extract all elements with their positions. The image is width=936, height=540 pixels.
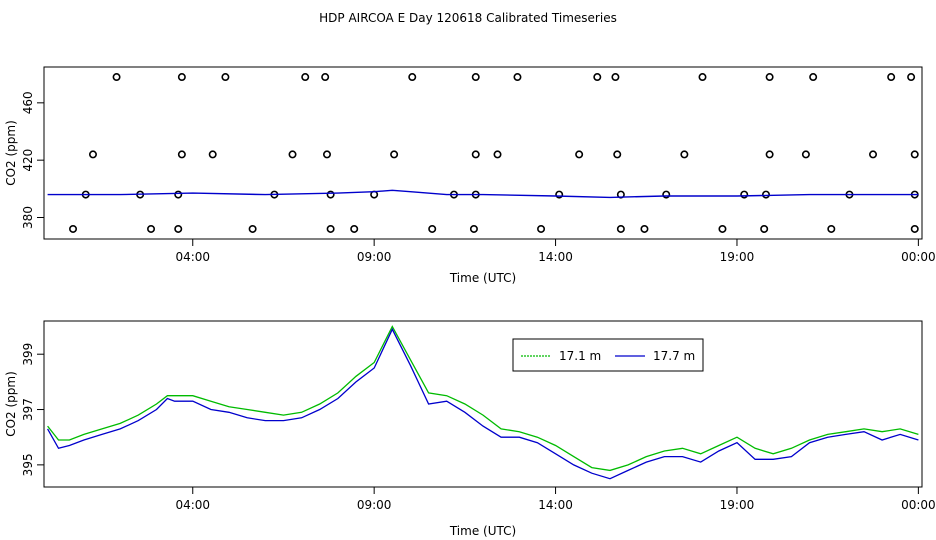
- scatter-point: [174, 224, 183, 233]
- scatter-point: [471, 150, 480, 159]
- series-line-17-1m: [47, 325, 919, 472]
- scatter-point: [869, 150, 878, 159]
- scatter-point: [662, 190, 671, 199]
- scatter-point: [112, 73, 121, 82]
- scatter-point: [408, 73, 417, 82]
- scatter-point: [765, 150, 774, 159]
- legend-box: [512, 338, 704, 372]
- bottom-y-tick-label: 395: [21, 453, 35, 476]
- top-x-tick-label: 04:00: [175, 250, 210, 264]
- scatter-point: [322, 150, 331, 159]
- scatter-point: [288, 150, 297, 159]
- scatter-point: [827, 224, 836, 233]
- bottom-y-tick-label: 397: [21, 398, 35, 421]
- scatter-point: [698, 73, 707, 82]
- scatter-point: [248, 224, 257, 233]
- bottom-x-tick-label: 04:00: [175, 498, 210, 512]
- scatter-point: [740, 190, 749, 199]
- scatter-point: [208, 150, 217, 159]
- top-x-tick-label: 14:00: [538, 250, 573, 264]
- bottom-series-lines: [47, 325, 919, 480]
- co2-mean-line: [47, 189, 919, 199]
- scatter-point: [555, 190, 564, 199]
- scatter-point: [88, 150, 97, 159]
- bottom-x-tick-label: 09:00: [357, 498, 392, 512]
- scatter-point: [718, 224, 727, 233]
- top-y-tick-label: 460: [21, 91, 35, 114]
- bottom-y-axis-label: CO2 (ppm): [4, 371, 18, 437]
- scatter-point: [910, 224, 919, 233]
- scatter-point: [910, 150, 919, 159]
- series-line-17-7m: [47, 327, 919, 480]
- scatter-point: [390, 150, 399, 159]
- scatter-point: [321, 73, 330, 82]
- top-x-axis-label: Time (UTC): [449, 271, 516, 285]
- scatter-point: [761, 190, 770, 199]
- top-x-tick-label: 09:00: [357, 250, 392, 264]
- legend-label-17-1m: 17.1 m: [559, 349, 601, 363]
- bottom-y-tick-label: 399: [21, 343, 35, 366]
- top-mean-line: [47, 189, 919, 199]
- top-x-axis: 04:00 09:00 14:00 19:00 00:00: [175, 238, 936, 264]
- top-y-tick-label: 380: [21, 206, 35, 229]
- scatter-point: [680, 150, 689, 159]
- scatter-point: [593, 73, 602, 82]
- bottom-x-tick-label: 00:00: [901, 498, 936, 512]
- bottom-panel: 04:00 09:00 14:00 19:00 00:00 395 397 399 Time…: [4, 320, 936, 538]
- chart-title: HDP AIRCOA E Day 120618 Calibrated Times…: [319, 11, 617, 25]
- scatter-point: [301, 73, 310, 82]
- scatter-point: [575, 150, 584, 159]
- scatter-point: [513, 73, 522, 82]
- top-plot-frame: [43, 66, 923, 240]
- top-scatter-points: [69, 73, 919, 233]
- top-x-tick-label: 19:00: [720, 250, 755, 264]
- scatter-point: [326, 190, 335, 199]
- scatter-point: [428, 224, 437, 233]
- legend-label-17-7m: 17.7 m: [653, 349, 695, 363]
- scatter-point: [147, 224, 156, 233]
- scatter-point: [616, 224, 625, 233]
- scatter-point: [350, 224, 359, 233]
- scatter-point: [809, 73, 818, 82]
- scatter-point: [801, 150, 810, 159]
- bottom-x-axis: 04:00 09:00 14:00 19:00 00:00: [175, 486, 936, 512]
- scatter-point: [471, 73, 480, 82]
- scatter-point: [537, 224, 546, 233]
- bottom-y-axis: 395 397 399: [21, 343, 45, 476]
- scatter-point: [611, 73, 620, 82]
- scatter-point: [177, 73, 186, 82]
- scatter-point: [613, 150, 622, 159]
- bottom-x-tick-label: 14:00: [538, 498, 573, 512]
- bottom-plot-frame: [43, 320, 923, 488]
- bottom-x-tick-label: 19:00: [720, 498, 755, 512]
- scatter-point: [765, 73, 774, 82]
- scatter-point: [760, 224, 769, 233]
- bottom-x-axis-label: Time (UTC): [449, 524, 516, 538]
- scatter-point: [493, 150, 502, 159]
- scatter-point: [469, 224, 478, 233]
- top-y-axis-label: CO2 (ppm): [4, 120, 18, 186]
- scatter-point: [69, 224, 78, 233]
- scatter-point: [221, 73, 230, 82]
- top-x-tick-label: 00:00: [901, 250, 936, 264]
- scatter-point: [907, 73, 916, 82]
- scatter-point: [177, 150, 186, 159]
- top-panel: 04:00 09:00 14:00 19:00 00:00 380 420 460 Time…: [4, 66, 936, 285]
- scatter-point: [887, 73, 896, 82]
- scatter-point: [174, 190, 183, 199]
- scatter-point: [640, 224, 649, 233]
- top-y-tick-label: 420: [21, 149, 35, 172]
- legend: 17.1 m 17.7 m: [512, 338, 704, 372]
- scatter-point: [326, 224, 335, 233]
- top-y-axis: 380 420 460: [21, 91, 45, 229]
